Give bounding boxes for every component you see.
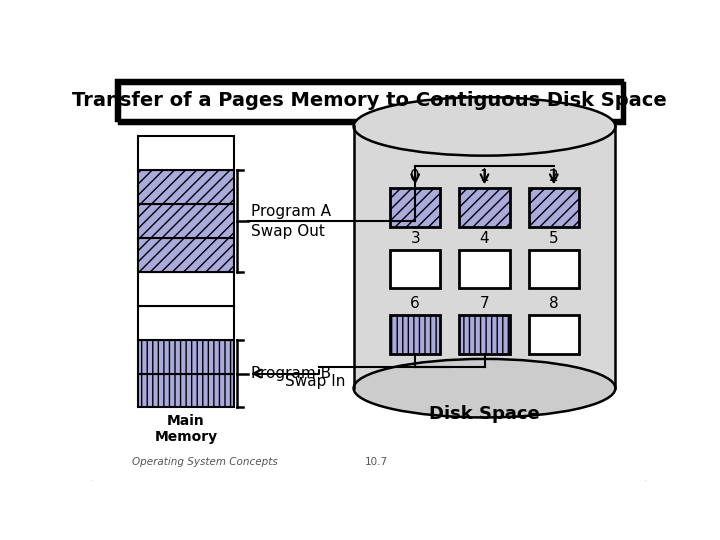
Text: 4: 4 xyxy=(480,231,490,246)
Text: 7: 7 xyxy=(480,296,490,311)
Text: 2: 2 xyxy=(549,169,559,184)
Bar xyxy=(138,272,234,306)
Text: Program A: Program A xyxy=(251,204,331,219)
Text: 0: 0 xyxy=(410,169,420,184)
Ellipse shape xyxy=(354,359,616,417)
Text: 3: 3 xyxy=(410,231,420,246)
Bar xyxy=(138,137,234,170)
Text: 6: 6 xyxy=(410,296,420,311)
Text: Program B: Program B xyxy=(251,366,331,381)
Text: Swap Out: Swap Out xyxy=(251,224,325,239)
Bar xyxy=(138,374,234,408)
Bar xyxy=(390,249,440,288)
Bar xyxy=(528,188,579,226)
Bar xyxy=(138,340,234,374)
Bar xyxy=(138,170,234,204)
Bar xyxy=(528,315,579,354)
Bar xyxy=(354,126,616,388)
Text: 1: 1 xyxy=(480,169,490,184)
FancyBboxPatch shape xyxy=(117,80,621,120)
Text: 8: 8 xyxy=(549,296,559,311)
Bar xyxy=(459,188,510,226)
Bar xyxy=(459,249,510,288)
Bar xyxy=(528,249,579,288)
Text: Main
Memory: Main Memory xyxy=(155,414,217,444)
Bar xyxy=(138,238,234,272)
Text: 5: 5 xyxy=(549,231,559,246)
Bar xyxy=(390,188,440,226)
Text: 10.7: 10.7 xyxy=(365,457,388,467)
Bar xyxy=(459,315,510,354)
Bar xyxy=(390,315,440,354)
Text: Transfer of a Pages Memory to Contiguous Disk Space: Transfer of a Pages Memory to Contiguous… xyxy=(71,91,667,110)
Ellipse shape xyxy=(354,97,616,156)
Text: Disk Space: Disk Space xyxy=(429,405,540,423)
Text: Operating System Concepts: Operating System Concepts xyxy=(132,457,278,467)
FancyBboxPatch shape xyxy=(89,62,649,484)
Text: Swap In: Swap In xyxy=(285,374,346,389)
Bar xyxy=(138,204,234,238)
Bar xyxy=(138,306,234,340)
